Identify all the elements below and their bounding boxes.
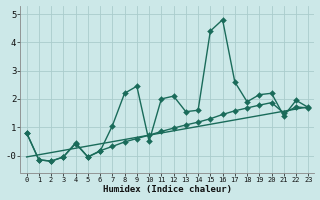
- X-axis label: Humidex (Indice chaleur): Humidex (Indice chaleur): [103, 185, 232, 194]
